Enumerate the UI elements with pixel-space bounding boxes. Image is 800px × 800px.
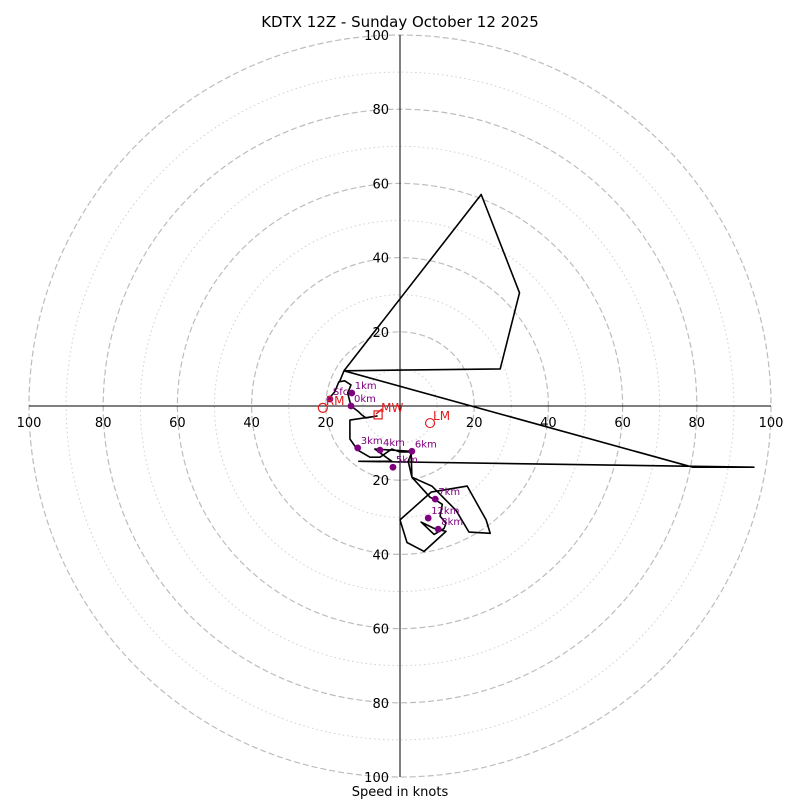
height-marker-label: 5km bbox=[396, 455, 418, 466]
height-marker-1km bbox=[348, 389, 356, 397]
height-marker-label: 3km bbox=[361, 436, 383, 447]
x-tick-label: 20 bbox=[318, 416, 335, 431]
x-axis-label: Speed in knots bbox=[352, 785, 449, 800]
height-marker-label: Sfc bbox=[333, 387, 348, 398]
y-tick-label: 20 bbox=[372, 474, 389, 489]
storm-motion-marker-RM bbox=[317, 402, 328, 413]
storm-motion-label: LM bbox=[433, 409, 450, 423]
x-tick-label: 40 bbox=[540, 416, 557, 431]
height-marker-8km bbox=[434, 525, 442, 533]
y-tick-label: 80 bbox=[372, 103, 389, 118]
storm-motion-marker-LM bbox=[424, 417, 436, 429]
y-tick-label: 80 bbox=[372, 697, 389, 712]
storm-motion-label: MW bbox=[381, 401, 403, 415]
axes bbox=[29, 35, 771, 777]
x-tick-label: 80 bbox=[95, 416, 112, 431]
height-marker-label: 12km bbox=[431, 506, 459, 517]
height-marker-12km bbox=[424, 514, 432, 522]
storm-motion-arrow bbox=[375, 408, 383, 415]
storm-motion-markers: RM LM MW bbox=[317, 394, 450, 429]
storm-motion-label: RM bbox=[326, 394, 345, 408]
chart-title: KDTX 12Z - Sunday October 12 2025 bbox=[261, 13, 539, 31]
y-tick-label: 60 bbox=[372, 177, 389, 192]
height-marker-7km bbox=[431, 495, 439, 503]
x-tick-label: 100 bbox=[17, 416, 42, 431]
hodograph-trace bbox=[329, 193, 755, 553]
height-marker-6km bbox=[408, 447, 416, 455]
y-tick-labels: 100 80 60 40 20 20 40 60 80 100 bbox=[364, 29, 389, 786]
height-marker-label: 8km bbox=[441, 517, 463, 528]
height-marker-4km bbox=[376, 446, 384, 454]
height-marker-0km bbox=[347, 402, 355, 410]
x-tick-label: 100 bbox=[759, 416, 784, 431]
height-marker-Sfc bbox=[326, 395, 334, 403]
height-marker-5km bbox=[389, 463, 397, 471]
x-tick-label: 40 bbox=[243, 416, 260, 431]
x-tick-label: 60 bbox=[169, 416, 186, 431]
y-tick-label: 40 bbox=[372, 252, 389, 267]
y-tick-label: 40 bbox=[372, 548, 389, 563]
y-tick-label: 100 bbox=[364, 29, 389, 44]
height-marker-label: 1km bbox=[355, 381, 377, 392]
height-marker-label: 0km bbox=[354, 394, 376, 405]
height-marker-label: 6km bbox=[415, 439, 437, 450]
y-tick-label: 20 bbox=[372, 326, 389, 341]
x-tick-label: 80 bbox=[689, 416, 706, 431]
height-marker-label: 4km bbox=[383, 438, 405, 449]
x-tick-labels: 100 80 60 40 20 20 40 60 80 100 bbox=[17, 416, 784, 431]
y-tick-label: 100 bbox=[364, 771, 389, 786]
x-tick-label: 60 bbox=[614, 416, 631, 431]
height-marker-label: 7km bbox=[438, 487, 460, 498]
y-tick-label: 60 bbox=[372, 623, 389, 638]
hodograph-line bbox=[329, 193, 755, 553]
x-tick-label: 20 bbox=[466, 416, 483, 431]
height-marker-3km bbox=[354, 444, 362, 452]
storm-motion-marker-MW bbox=[373, 410, 383, 420]
